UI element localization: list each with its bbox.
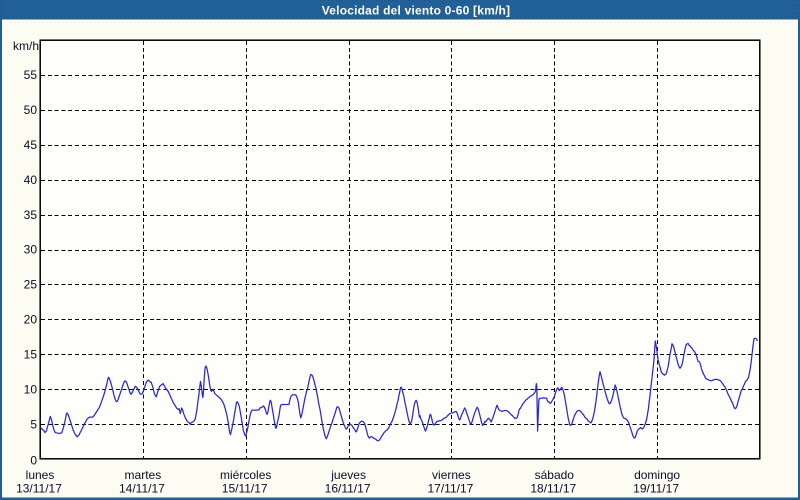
svg-text:55: 55 [24, 68, 38, 82]
svg-text:15: 15 [24, 348, 38, 362]
svg-text:30: 30 [24, 243, 38, 257]
svg-text:19/11/17: 19/11/17 [633, 482, 679, 496]
svg-text:35: 35 [24, 208, 38, 222]
svg-text:martes: martes [125, 468, 162, 482]
svg-text:domingo: domingo [634, 468, 680, 482]
svg-text:16/11/17: 16/11/17 [325, 482, 371, 496]
svg-text:25: 25 [24, 278, 38, 292]
svg-text:20: 20 [24, 313, 38, 327]
svg-text:18/11/17: 18/11/17 [530, 482, 576, 496]
svg-text:0: 0 [30, 454, 37, 468]
svg-text:Velocidad del viento 0-60 [km/: Velocidad del viento 0-60 [km/h] [322, 4, 510, 18]
svg-text:50: 50 [24, 103, 38, 117]
svg-text:sábado: sábado [535, 468, 575, 482]
svg-text:miércoles: miércoles [220, 468, 271, 482]
svg-text:15/11/17: 15/11/17 [222, 482, 268, 496]
svg-text:km/h: km/h [13, 39, 39, 53]
svg-text:45: 45 [24, 138, 38, 152]
svg-text:jueves: jueves [330, 468, 366, 482]
svg-text:lunes: lunes [26, 468, 55, 482]
svg-text:viernes: viernes [432, 468, 471, 482]
svg-text:13/11/17: 13/11/17 [16, 482, 62, 496]
svg-text:17/11/17: 17/11/17 [427, 482, 473, 496]
svg-text:40: 40 [24, 173, 38, 187]
svg-text:14/11/17: 14/11/17 [119, 482, 165, 496]
svg-text:10: 10 [24, 382, 38, 396]
svg-text:5: 5 [30, 417, 37, 431]
